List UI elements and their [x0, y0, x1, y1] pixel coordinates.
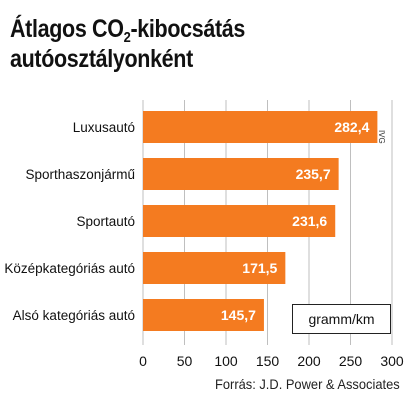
x-tick-label: 250	[339, 353, 363, 369]
x-tick-label: 150	[256, 353, 280, 369]
bar	[143, 252, 286, 284]
category-label: Alsó kategóriás autó	[13, 308, 135, 323]
category-label: Sportautó	[76, 214, 135, 229]
x-tick-label: 0	[139, 353, 147, 369]
x-tick-label: 300	[380, 353, 404, 369]
x-tick-label: 100	[214, 353, 238, 369]
x-tick-label: 200	[297, 353, 321, 369]
bar	[143, 111, 378, 143]
unit-label: gramm/km	[308, 311, 375, 327]
category-label: Középkategóriás autó	[4, 261, 135, 276]
source-label: Forrás: J.D. Power & Associates	[215, 376, 400, 392]
category-label: Sporthaszonjármű	[25, 167, 135, 182]
title-text-part2: -kibocsátás	[130, 15, 245, 43]
bar	[143, 158, 339, 190]
unit-box: gramm/km	[292, 304, 391, 334]
bar-value-label: 235,7	[296, 166, 331, 182]
title-text-line2: autóosztályonként	[10, 45, 193, 73]
credit-label: IVG	[377, 130, 386, 144]
bar-value-label: 171,5	[242, 260, 277, 276]
bar	[143, 299, 264, 331]
bar	[143, 205, 336, 237]
chart-title: Átlagos CO2-kibocsátás autóosztályonként	[10, 14, 245, 74]
bar-value-label: 231,6	[292, 213, 327, 229]
category-label: Luxusautó	[73, 120, 135, 135]
bar-value-label: 145,7	[221, 307, 256, 323]
title-text-part1: Átlagos CO	[10, 15, 124, 43]
bar-value-label: 282,4	[334, 119, 369, 135]
x-tick-label: 50	[177, 353, 193, 369]
title-subscript: 2	[123, 29, 131, 46]
